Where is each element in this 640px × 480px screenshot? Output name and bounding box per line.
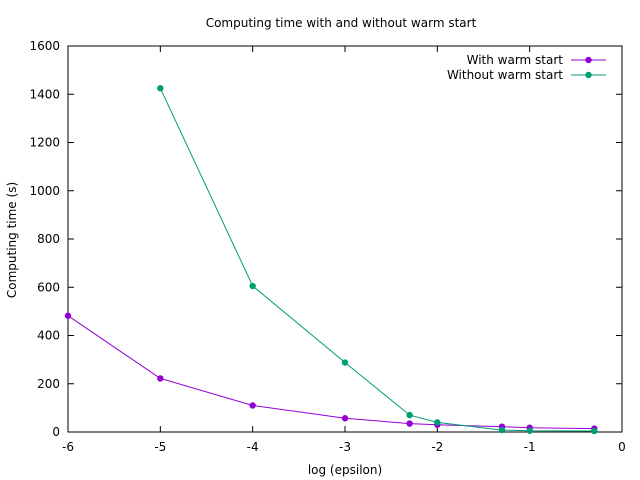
y-axis-label: Computing time (s) bbox=[5, 182, 19, 298]
x-tick-label: -2 bbox=[431, 440, 443, 454]
y-tick-label: 0 bbox=[52, 425, 60, 439]
legend-label: With warm start bbox=[467, 53, 564, 67]
data-point bbox=[406, 420, 413, 427]
x-tick-label: -5 bbox=[154, 440, 166, 454]
data-point bbox=[64, 312, 72, 319]
series-1 bbox=[64, 312, 598, 432]
x-axis-ticks: -6 -5 -4 -3 -2 -1 0 bbox=[62, 46, 626, 454]
chart-title: Computing time with and without warm sta… bbox=[206, 16, 477, 30]
y-tick-label: 200 bbox=[37, 377, 60, 391]
series-2 bbox=[157, 85, 598, 435]
legend-marker bbox=[585, 56, 592, 64]
series-line bbox=[159, 87, 595, 432]
data-point bbox=[341, 415, 349, 422]
data-point bbox=[591, 427, 598, 435]
data-point bbox=[157, 85, 164, 92]
legend-entry: Without warm start bbox=[447, 68, 606, 82]
y-tick-label: 1200 bbox=[29, 136, 60, 150]
x-tick-label: -3 bbox=[339, 440, 351, 454]
data-point bbox=[249, 282, 256, 290]
x-tick-label: -1 bbox=[524, 440, 536, 454]
data-point bbox=[406, 411, 413, 419]
data-point bbox=[498, 426, 506, 434]
y-tick-label: 1600 bbox=[29, 39, 60, 53]
y-tick-label: 1000 bbox=[29, 184, 60, 198]
data-point bbox=[341, 359, 349, 366]
legend-entry: With warm start bbox=[467, 53, 606, 67]
plot-frame bbox=[67, 45, 623, 433]
y-tick-label: 400 bbox=[37, 329, 60, 343]
x-tick-label: -4 bbox=[247, 440, 259, 454]
x-axis-label: log (epsilon) bbox=[308, 463, 382, 477]
series-layer bbox=[64, 85, 598, 435]
data-point bbox=[249, 402, 256, 409]
x-tick-label: -6 bbox=[62, 440, 74, 454]
y-axis-ticks: 0 200 400 600 800 1000 1200 1400 1600 bbox=[29, 39, 622, 439]
legend-label: Without warm start bbox=[447, 68, 563, 82]
y-tick-label: 600 bbox=[37, 280, 60, 294]
series-line bbox=[67, 315, 595, 430]
data-point bbox=[434, 419, 441, 426]
legend-marker bbox=[585, 71, 592, 79]
y-tick-label: 800 bbox=[37, 232, 60, 246]
data-point bbox=[526, 427, 533, 434]
x-tick-label: 0 bbox=[618, 440, 626, 454]
y-tick-label: 1400 bbox=[29, 87, 60, 101]
data-point bbox=[157, 375, 164, 382]
